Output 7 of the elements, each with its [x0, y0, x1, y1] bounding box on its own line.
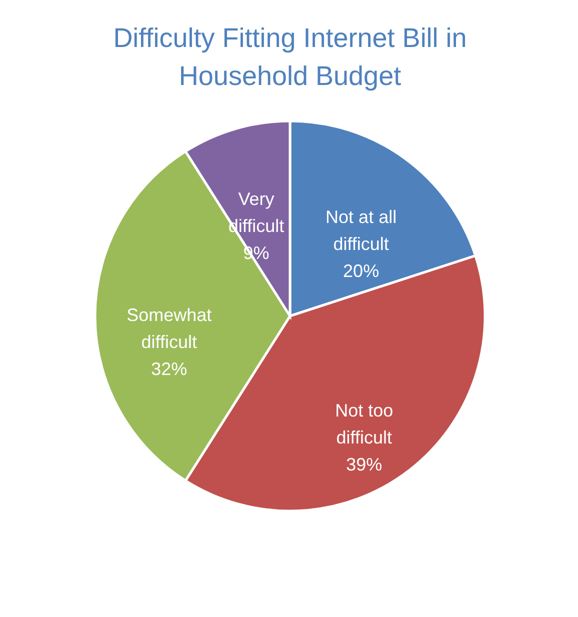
data-label: 32% [151, 359, 188, 379]
data-label: 20% [343, 261, 380, 282]
chart-title: Difficulty Fitting Internet Bill in Household Budget [113, 23, 467, 91]
data-label: 39% [346, 454, 382, 475]
slice-label: Somewhat difficult [126, 305, 212, 352]
slice-label: Not at all difficult [326, 207, 397, 254]
slice-label: Not too difficult [335, 400, 394, 448]
